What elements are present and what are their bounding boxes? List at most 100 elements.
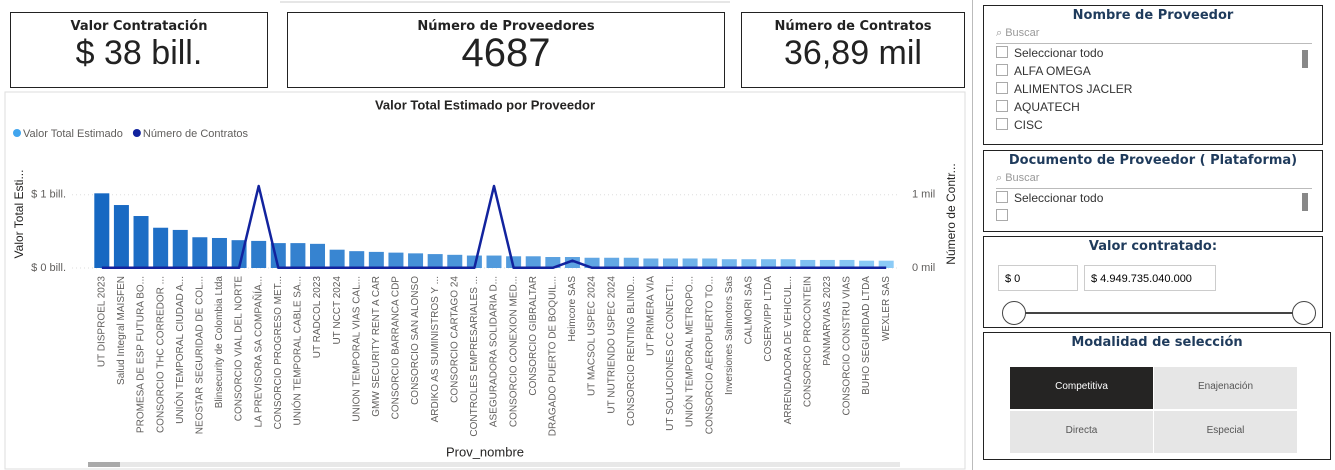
bar (780, 259, 796, 268)
x-tick-label: UNION TEMPORAL VIAS CAL... (351, 276, 362, 422)
item-label: AQUATECH (1014, 100, 1080, 114)
x-tick-label: UT NUTRIENDO USPEC 2024 (606, 276, 617, 414)
range-track (1014, 312, 1304, 314)
scrollbar[interactable] (88, 462, 900, 467)
x-tick-label: BUHO SEGURIDAD LTDA (861, 276, 872, 395)
x-tick-label: CONSORCIO THC CORREDOR ... (155, 276, 166, 433)
bar (153, 227, 169, 268)
item-label: ALIMENTOS JACLER (1014, 82, 1133, 96)
x-tick-label: ARDIKO AS SUMINISTROS Y ... (430, 276, 441, 422)
slicer-item[interactable]: CISC (996, 116, 1322, 134)
slicer-item[interactable]: AQUATECH (996, 98, 1322, 116)
option-button[interactable]: Enajenación (1154, 367, 1297, 409)
bar (702, 258, 718, 268)
kpi-title: Número de Proveedores (417, 19, 595, 34)
x-tick-label: WEXLER SAS (881, 276, 892, 341)
x-tick-label: ARRENDADORA DE VEHICUL... (783, 276, 794, 424)
bar (113, 205, 129, 268)
bar (682, 258, 698, 268)
slicer-item[interactable] (996, 207, 1322, 225)
legend-label: Número de Contratos (143, 128, 249, 140)
x-tick-label: DRAGADO PUERTO DE BOQUIL... (547, 276, 558, 436)
bar (800, 259, 816, 268)
checkbox[interactable] (996, 64, 1008, 76)
checkbox[interactable] (996, 46, 1008, 58)
bar (525, 256, 541, 268)
scroll-thumb[interactable] (1302, 50, 1308, 68)
x-tick-label: UT DISPROEL 2023 (96, 276, 107, 368)
x-tick-label: CONSORCIO BARRANCA CDP (391, 276, 402, 420)
bar (623, 257, 639, 268)
bar (643, 258, 659, 268)
min-input[interactable]: $ 0 (998, 265, 1078, 291)
legend-marker (132, 129, 141, 137)
checkbox[interactable] (996, 118, 1008, 130)
bar (349, 251, 365, 268)
kpi-card: Número de Proveedores 4687 (287, 12, 725, 88)
x-tick-label: LA PREVISORA SA COMPAÑÍA... (251, 276, 264, 428)
x-tick-label: CONSORCIO CONSTRU VIAS (842, 276, 853, 416)
x-tick-label: UNIÓN TEMPORAL CIUDAD A... (173, 276, 186, 424)
scroll-thumb[interactable] (88, 462, 120, 467)
x-tick-label: CONSORCIO SAN ALONSO (410, 276, 421, 405)
option-button[interactable]: Directa (1010, 411, 1153, 453)
bar (329, 249, 345, 268)
slicer-item[interactable]: ALIMENTOS JACLER (996, 80, 1322, 98)
bar (427, 254, 443, 268)
x-tick-label: PROMESA DE ESP FUTURA BO... (136, 276, 147, 433)
checkbox[interactable] (996, 191, 1008, 203)
option-button[interactable]: Especial (1154, 411, 1297, 453)
range-handle[interactable] (1002, 301, 1026, 325)
bar (408, 253, 424, 268)
bar (819, 259, 835, 268)
x-tick-label: CONSORCIO CARTAGO 24 (449, 276, 460, 403)
bar (545, 257, 561, 268)
x-tick-label: CONTROLES EMPRESARIALES ... (469, 276, 480, 437)
bar (662, 258, 678, 268)
range-handle[interactable] (1292, 301, 1316, 325)
x-tick-label: UT MACSOL USPEC 2024 (587, 276, 598, 396)
item-label: CISC (1014, 118, 1043, 132)
bar (721, 259, 737, 268)
checkbox[interactable] (996, 82, 1008, 94)
bar (172, 229, 188, 268)
x-tick-label: CONSORCIO AEROPUERTO TO... (704, 276, 715, 434)
x-tick-label: Heimcore SAS (567, 276, 578, 342)
slicer: Nombre de Proveedor ⌕ Buscar Seleccionar… (983, 5, 1323, 145)
x-tick-label: Blinsecurity de Colombia Ltda (214, 276, 225, 409)
x-tick-label: UT PRIMERA VIA (646, 276, 657, 356)
bar (741, 259, 757, 268)
item-label: ALFA OMEGA (1014, 64, 1091, 78)
slicer-item[interactable]: ALFA OMEGA (996, 62, 1322, 80)
x-tick-label: Salud Integral MAISFEN (116, 276, 127, 385)
search-box[interactable]: ⌕ Buscar (996, 27, 1312, 44)
checkbox[interactable] (996, 100, 1008, 112)
bar (506, 256, 522, 268)
search-box[interactable]: ⌕ Buscar (996, 172, 1312, 189)
x-tick-label: UT NCCT 2024 (332, 276, 343, 345)
bar (584, 257, 600, 268)
checkbox[interactable] (996, 209, 1008, 221)
bar (251, 240, 267, 268)
kpi-card: Número de Contratos 36,89 mil (741, 12, 965, 88)
option-button[interactable]: Competitiva (1010, 367, 1153, 409)
bar (94, 193, 110, 268)
bar (133, 216, 149, 268)
x-tick-label: UT SOLUCIONES CC CONECTI... (665, 276, 676, 431)
bar (290, 243, 306, 268)
slicer: Valor contratado: $ 0 $ 4.949.735.040.00… (983, 236, 1323, 328)
y-tick-label: $ 1 bill. (31, 189, 66, 201)
kpi-title: Valor Contratación (70, 19, 208, 34)
y2-tick-label: 0 mil (912, 262, 935, 274)
item-list: Seleccionar todo ALFA OMEGA ALIMENTOS JACL… (984, 44, 1322, 134)
kpi-card: Valor Contratación $ 38 bill. (10, 12, 268, 88)
search-placeholder: Buscar (1005, 27, 1040, 39)
y-tick-label: $ 0 bill. (31, 262, 66, 274)
kpi-value: 36,89 mil (784, 34, 922, 72)
slicer-item[interactable]: Seleccionar todo (996, 44, 1322, 62)
slicer-title: Nombre de Proveedor (1072, 8, 1234, 23)
slicer-item[interactable]: Seleccionar todo (996, 189, 1322, 207)
max-input[interactable]: $ 4.949.735.040.000 (1084, 265, 1216, 291)
slicer: Documento de Proveedor ( Plataforma) ⌕ B… (983, 150, 1323, 232)
scroll-thumb[interactable] (1302, 193, 1308, 211)
